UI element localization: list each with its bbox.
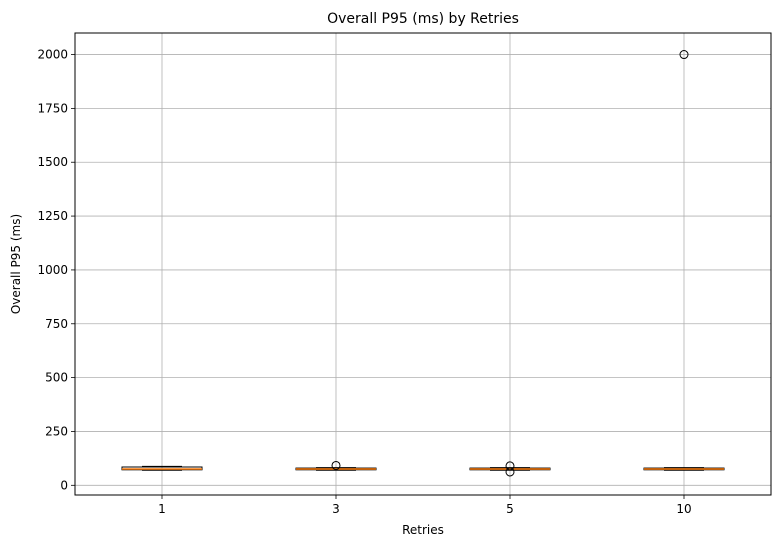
x-tick-label: 1 <box>158 502 166 516</box>
outlier-point <box>331 460 341 470</box>
outlier-point <box>505 467 515 477</box>
x-tick-label: 3 <box>332 502 340 516</box>
y-tick-label: 2000 <box>37 48 68 62</box>
y-tick-label: 250 <box>45 424 68 438</box>
x-axis-ticks: 1 3 5 10 <box>158 495 692 516</box>
y-tick-label: 1250 <box>37 209 68 223</box>
outlier-point <box>505 461 515 471</box>
y-axis-ticks: 0 250 500 750 1000 1250 1500 1750 2000 <box>37 48 75 492</box>
y-tick-label: 1750 <box>37 101 68 115</box>
grid-lines <box>75 33 771 495</box>
chart-title: Overall P95 (ms) by Retries <box>327 11 519 27</box>
y-tick-label: 1000 <box>37 263 68 277</box>
plot-frame <box>74 32 772 496</box>
x-tick-label: 10 <box>676 502 691 516</box>
y-tick-label: 0 <box>60 478 68 492</box>
y-tick-label: 500 <box>45 371 68 385</box>
x-tick-label: 5 <box>506 502 514 516</box>
y-axis-label: Overall P95 (ms) <box>9 214 23 314</box>
y-tick-label: 750 <box>45 317 68 331</box>
box-series <box>121 50 725 477</box>
x-axis-label: Retries <box>402 523 444 537</box>
y-tick-label: 1500 <box>37 155 68 169</box>
outlier-point <box>679 50 689 60</box>
